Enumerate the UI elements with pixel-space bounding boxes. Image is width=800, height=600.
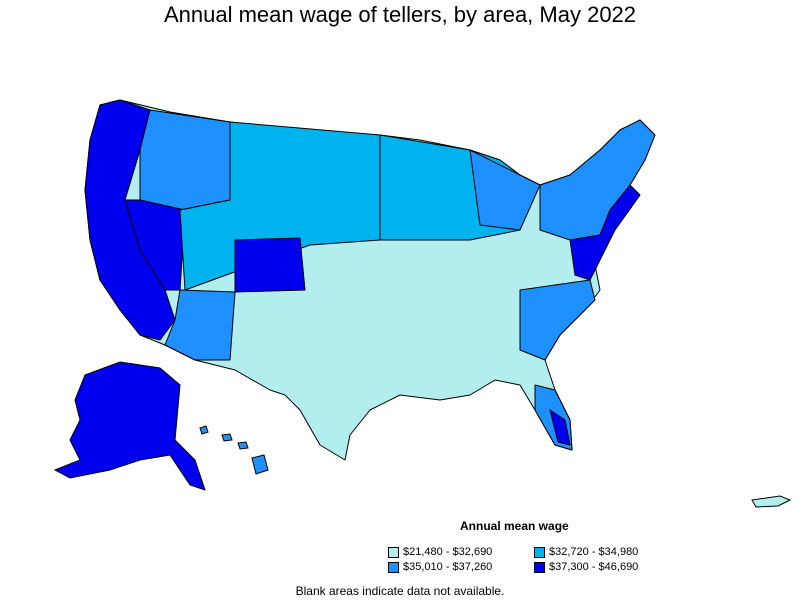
alaska: [53, 361, 206, 491]
hawaii: [199, 425, 269, 475]
legend-item-1: $21,480 - $32,690: [388, 546, 492, 558]
region-northeast: [539, 119, 656, 241]
map-title: Annual mean wage of tellers, by area, Ma…: [163, 2, 637, 27]
legend-label-4: $37,300 - $46,690: [549, 561, 639, 573]
puerto-rico: [751, 495, 792, 508]
region-south-florida: [549, 409, 571, 446]
legend-item-4: $37,300 - $46,690: [534, 561, 638, 573]
legend-swatch-2: [534, 546, 545, 558]
legend-label-3: $35,010 - $37,260: [403, 561, 493, 573]
legend-item-2: $32,720 - $34,980: [534, 546, 638, 558]
region-great-lakes: [469, 149, 541, 231]
legend-swatch-1: [388, 546, 399, 558]
legend-item-3: $35,010 - $37,260: [388, 561, 492, 573]
legend-swatch-3: [388, 561, 399, 573]
legend-title: Annual mean wage: [460, 519, 569, 533]
region-arizona: [164, 289, 236, 361]
region-colorado: [234, 237, 306, 293]
region-southeast: [519, 279, 596, 361]
region-northeast-corridor: [569, 184, 641, 281]
data-note: Blank areas indicate data not available.: [295, 584, 505, 598]
region-northwest: [139, 109, 231, 211]
legend-swatch-4: [534, 561, 545, 573]
legend-label-1: $21,480 - $32,690: [403, 546, 493, 558]
legend-label-2: $32,720 - $34,980: [549, 546, 639, 558]
